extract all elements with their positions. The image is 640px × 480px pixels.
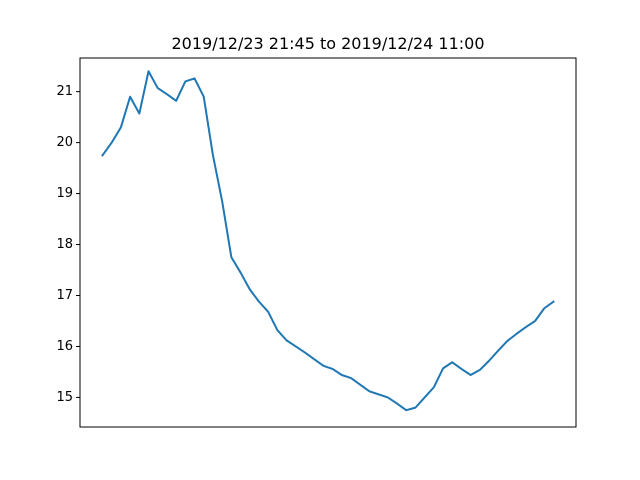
plot-area	[80, 58, 576, 427]
plot-frame	[79, 57, 577, 428]
y-tick-label: 17	[56, 288, 73, 303]
y-tick-label: 19	[56, 186, 73, 201]
y-tick-label: 20	[56, 135, 73, 150]
y-tick-label: 21	[56, 84, 73, 99]
y-tick-label: 15	[56, 390, 73, 405]
chart-title: 2019/12/23 21:45 to 2019/12/24 11:00	[171, 34, 484, 53]
y-tick-label: 16	[56, 339, 73, 354]
y-tick-label: 18	[56, 237, 73, 252]
series-line	[101, 70, 555, 412]
y-axis: 15 16 17 18 19 20 21	[56, 84, 80, 405]
